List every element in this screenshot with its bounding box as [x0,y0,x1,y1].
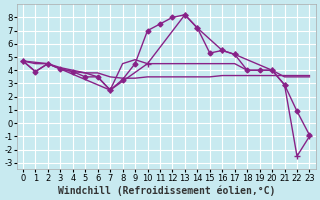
X-axis label: Windchill (Refroidissement éolien,°C): Windchill (Refroidissement éolien,°C) [58,185,275,196]
